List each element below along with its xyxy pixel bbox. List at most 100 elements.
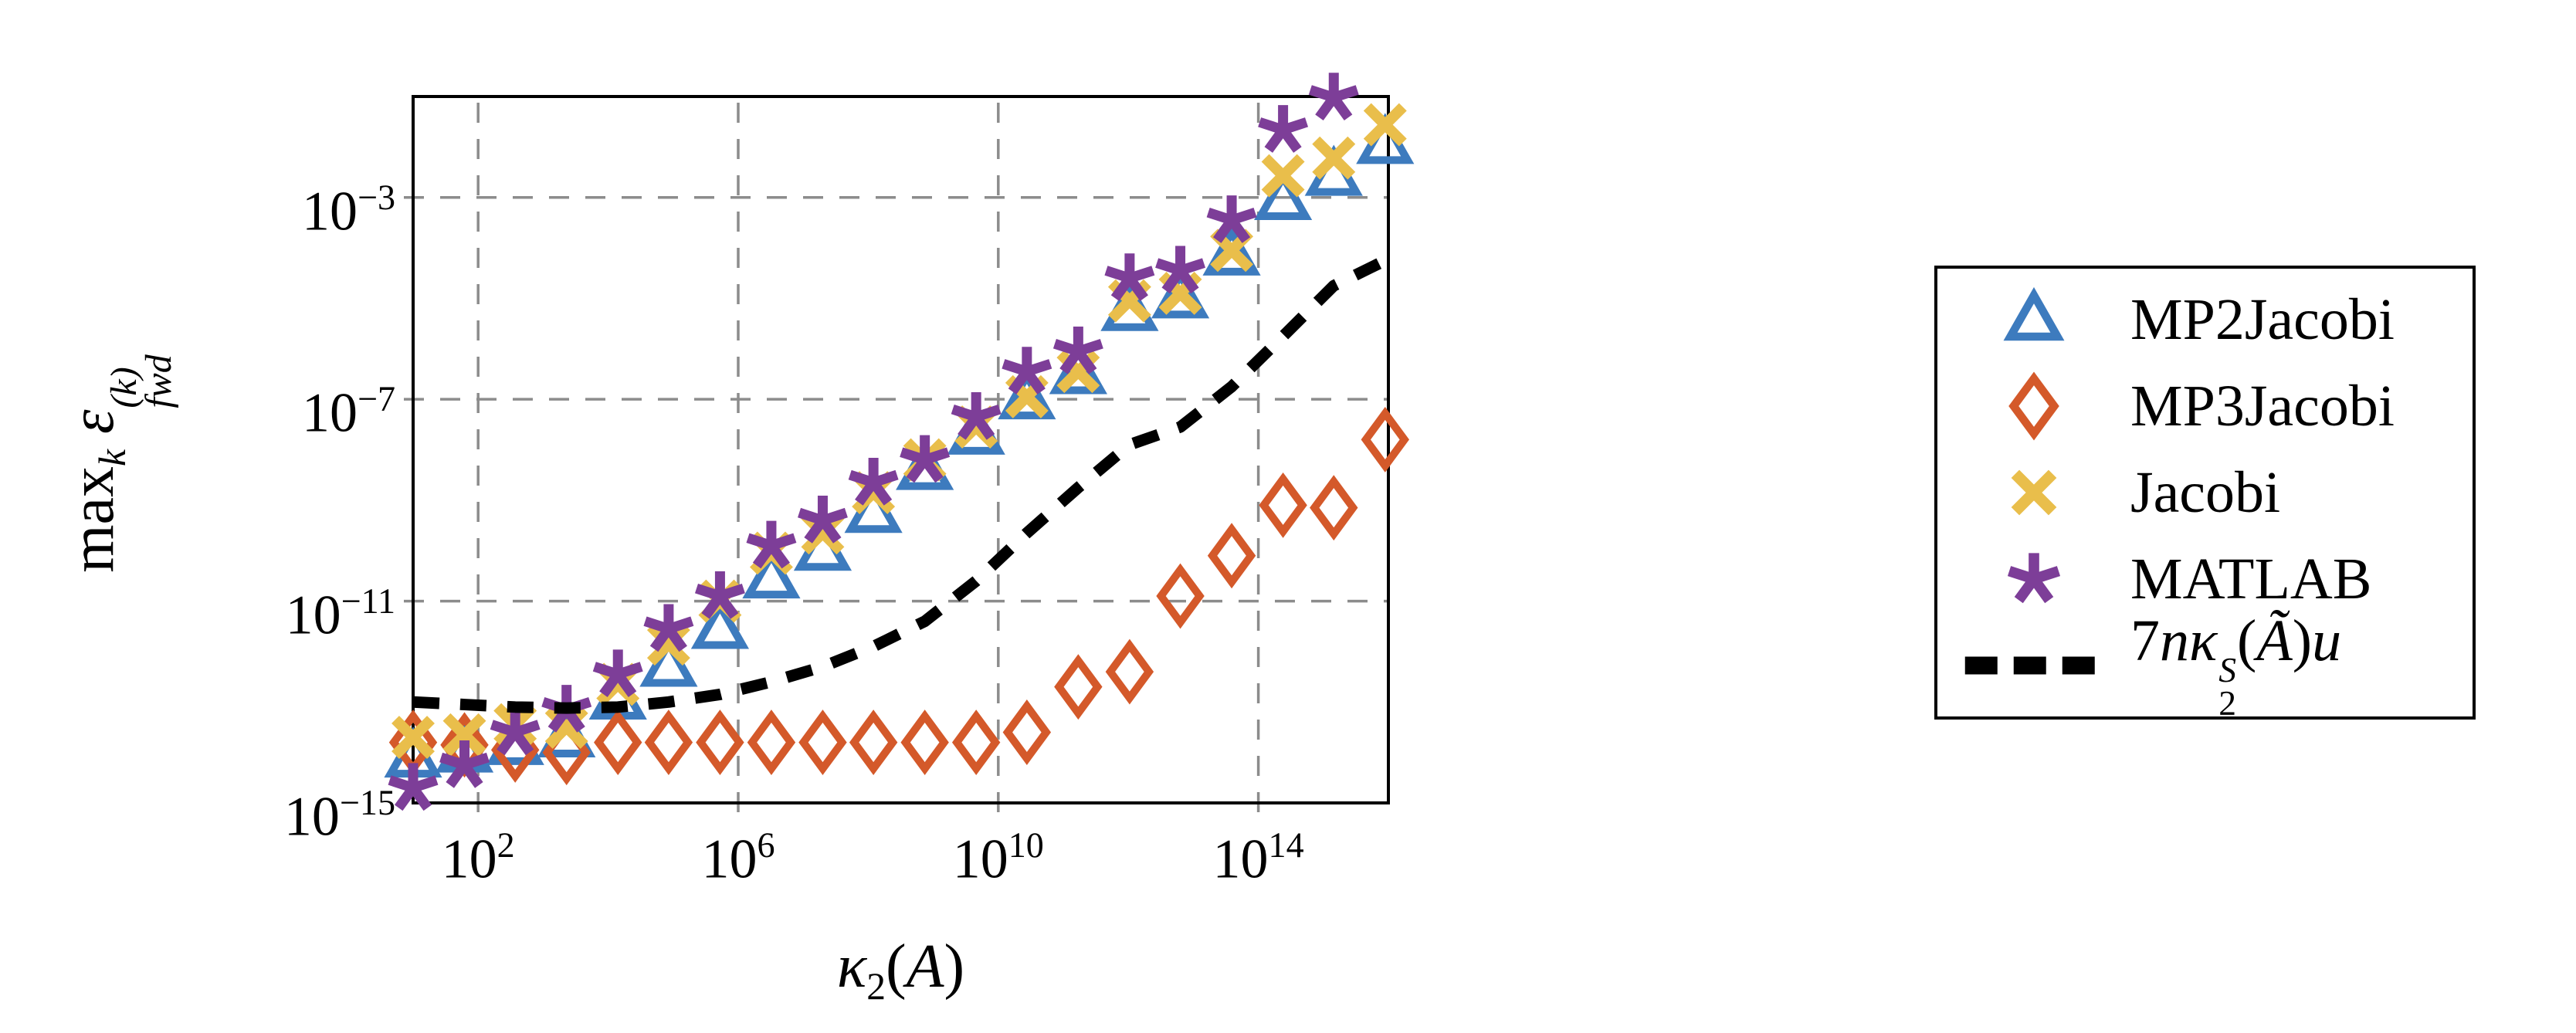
series-mp3jacobi-point [594,710,642,776]
series-jacobi-point [544,706,588,749]
y-axis-label: maxk ε (k) fwd [58,278,179,649]
legend-row-matlab: MATLAB [1937,539,2473,619]
series-jacobi-point [646,622,690,666]
star-marker-icon [1002,347,1052,395]
series-matlab-point [643,604,694,652]
series-matlab-point [388,763,439,811]
triangle-marker-icon [2003,286,2065,341]
triangle-marker-icon [690,598,750,649]
y-tick-label-3: 10−15 [133,766,395,848]
series-mp3jacobi-point [900,710,949,776]
diamond-marker-icon [2008,371,2059,441]
series-matlab-point [900,435,951,483]
star-marker-icon [1155,246,1205,294]
diamond-marker-icon [900,710,949,776]
x-marker-icon [544,706,588,749]
tick-exponent: −15 [339,783,395,822]
series-mp3jacobi-point [1259,472,1307,538]
bound-dashed-line [412,255,1388,714]
series-matlab-point [848,457,899,506]
triangle-marker-icon [998,368,1056,420]
diamond-marker-icon [1259,472,1307,538]
series-mp2jacobi [384,113,1415,778]
triangle-marker-icon [1151,267,1210,319]
y-tick-label-0: 10−3 [133,161,395,242]
diamond-marker-icon [747,710,796,776]
star-marker-icon [694,571,745,619]
y-tick-label-2: 10−11 [133,564,395,646]
legend-triangle-glyph [2003,286,2065,341]
x-marker-icon [391,716,435,759]
legend-triangle-icon [2003,286,2065,341]
subscript: fwd [138,354,180,408]
label-segment [59,434,127,449]
x-marker-icon [2011,469,2057,516]
series-matlab-point [439,740,490,788]
star-marker-icon [2007,553,2061,604]
label-segment: Ã [2256,608,2293,673]
diamond-marker-icon [951,710,1001,776]
label-segment: 7 [2130,608,2160,673]
legend-row-mp2jacobi: MP2Jacobi [1937,279,2473,360]
series-matlab-point [1206,195,1257,243]
series-mp3jacobi-point [747,710,796,776]
star-marker-icon [388,763,439,811]
series-matlab-point [1052,327,1103,374]
series-mp3jacobi-point [1207,523,1256,589]
label-segment: n [2160,608,2189,673]
series-mp3jacobi-point [951,710,1001,776]
series-mp3jacobi-point [644,710,693,776]
x-marker-icon [1261,154,1305,198]
diamond-marker-icon [1105,638,1154,705]
star-marker-icon [1104,253,1155,301]
tick-exponent: −7 [357,379,395,419]
diamond-marker-icon [644,710,693,776]
series-matlab-point [951,392,1002,440]
x-tick-label-0: 102 [354,827,602,886]
x-tick-label-2: 1010 [875,827,1122,890]
y-tick-label-1: 10−7 [133,362,395,444]
star-marker-icon [746,520,797,569]
diamond-marker-icon [594,710,642,776]
tick-base: 10 [701,828,758,890]
x-marker-icon [1312,136,1356,180]
x-tick-label-1: 106 [615,827,862,890]
tick-base: 10 [301,381,358,444]
series-mp3jacobi-point [1156,563,1205,629]
label-segment: κ [2189,608,2218,673]
diamond-marker-icon [1310,475,1358,541]
series-jacobi-point [442,713,486,757]
label-segment: ) [2292,608,2313,673]
legend-row-mp3jacobi: MP3Jacobi [1937,366,2473,446]
plot-frame [412,95,1390,804]
diamond-marker-icon [1361,406,1409,472]
star-marker-icon [643,604,694,652]
series-jacobi-point [1363,103,1407,147]
label-segment: ( [886,933,907,1001]
series-mp2jacobi-point [1254,168,1313,220]
legend-diamond-icon [2008,371,2059,441]
series-jacobi [391,103,1407,759]
diamond-marker-icon [1054,654,1103,720]
series-mp3jacobi-point [1054,654,1103,720]
triangle-marker-icon [1202,224,1261,276]
diamond-marker-icon [1002,699,1052,765]
series-mp3jacobi-point [1361,406,1409,472]
tick-base: 10 [952,828,1008,890]
x-marker-icon [442,713,486,757]
series-mp2jacobi-point [998,368,1056,420]
series-mp2jacobi-point [1202,224,1261,276]
series-mp2jacobi-point [639,635,698,687]
x-axis-label: κ2(A) [708,936,1094,1005]
tick-base: 10 [283,785,340,848]
tick-exponent: 14 [1268,825,1304,865]
series-mp2jacobi-point [690,598,750,649]
series-mp3jacobi-point [1002,699,1052,765]
label-segment: 2 [866,964,886,1008]
subscript: 2 [2218,683,2237,723]
series-mp3jacobi-point [798,710,847,776]
legend-marker-cell [1937,279,2130,360]
